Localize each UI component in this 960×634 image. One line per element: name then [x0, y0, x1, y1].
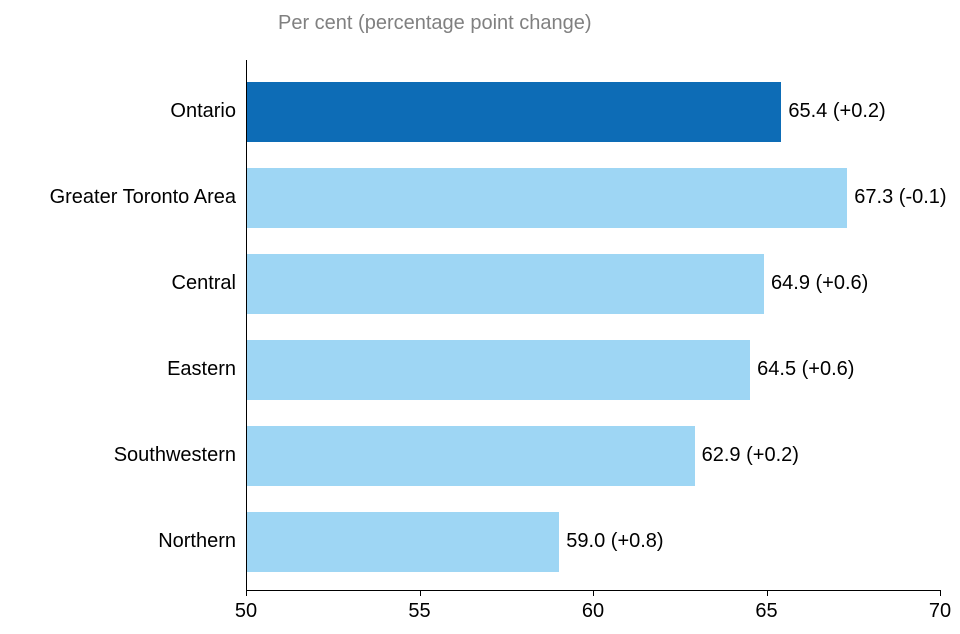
chart-subtitle: Per cent (percentage point change) — [278, 12, 592, 35]
value-label: 65.4 (+0.2) — [788, 100, 885, 123]
x-tick-mark — [767, 590, 768, 596]
chart-container: Per cent (percentage point change) 50556… — [0, 0, 960, 634]
bar — [247, 254, 764, 314]
x-tick-mark — [420, 590, 421, 596]
category-label: Eastern — [167, 358, 236, 381]
x-tick-mark — [593, 590, 594, 596]
value-label: 62.9 (+0.2) — [702, 444, 799, 467]
bar — [247, 82, 781, 142]
category-label: Northern — [158, 530, 236, 553]
category-label: Ontario — [170, 100, 236, 123]
x-tick-label: 65 — [755, 600, 777, 623]
x-tick-label: 50 — [235, 600, 257, 623]
bar — [247, 340, 750, 400]
plot-area: 505560657065.4 (+0.2)67.3 (-0.1)64.9 (+0… — [246, 60, 940, 590]
value-label: 67.3 (-0.1) — [854, 186, 946, 209]
x-tick-label: 55 — [408, 600, 430, 623]
value-label: 59.0 (+0.8) — [566, 530, 663, 553]
category-label: Southwestern — [114, 444, 236, 467]
x-tick-mark — [940, 590, 941, 596]
x-tick-label: 60 — [582, 600, 604, 623]
value-label: 64.5 (+0.6) — [757, 358, 854, 381]
x-tick-label: 70 — [929, 600, 951, 623]
bar — [247, 426, 695, 486]
bar — [247, 168, 847, 228]
bar — [247, 512, 559, 572]
category-label: Central — [172, 272, 236, 295]
category-label: Greater Toronto Area — [50, 186, 236, 209]
value-label: 64.9 (+0.6) — [771, 272, 868, 295]
x-tick-mark — [246, 590, 247, 596]
